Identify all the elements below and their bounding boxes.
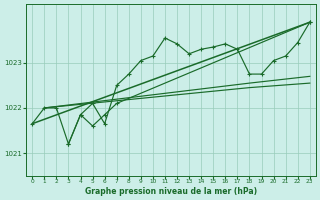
X-axis label: Graphe pression niveau de la mer (hPa): Graphe pression niveau de la mer (hPa) [85,187,257,196]
